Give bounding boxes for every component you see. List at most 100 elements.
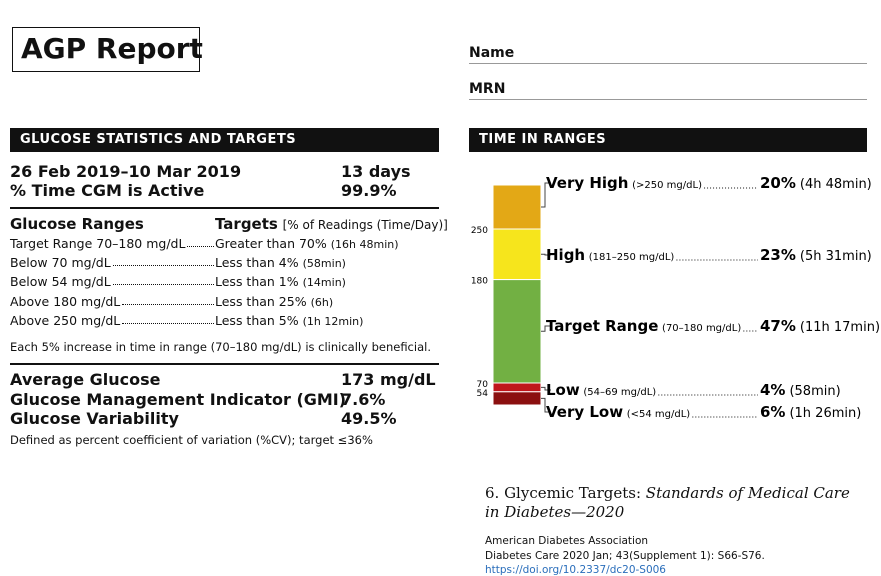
target-text: Less than 1% (14min) — [215, 274, 430, 289]
report-title: AGP Report — [12, 27, 203, 72]
mrn-line — [469, 99, 867, 100]
metric-label: Glucose Variability — [10, 409, 179, 428]
target-text: Less than 4% (58min) — [215, 255, 430, 270]
range-segment — [492, 184, 542, 230]
cgm-active-label: % Time CGM is Active — [10, 181, 205, 200]
target-text: Less than 25% (6h) — [215, 294, 430, 309]
target-value: Less than 1% — [215, 274, 299, 290]
range-percent: 47% — [760, 317, 796, 335]
target-text: Less than 5% (1h 12min) — [215, 313, 430, 328]
title-text: AGP Report — [21, 32, 203, 65]
target-value: Less than 4% — [215, 255, 299, 271]
range-label: Below 54 mg/dL — [10, 274, 111, 290]
connector — [541, 253, 551, 256]
metric-value: 49.5% — [341, 409, 397, 428]
range-label: Target Range (70–180 mg/dL) — [546, 317, 741, 335]
threshold-label: 70 — [477, 380, 489, 390]
range-name: Very Low — [546, 403, 623, 421]
range-segment — [492, 228, 542, 281]
range-percent: 20% — [760, 174, 796, 192]
target-row: Above 180 mg/dL Less than 25% (6h) — [10, 293, 333, 309]
range-name: Target Range — [546, 317, 658, 335]
ref-subtitle: Standards of Medical Care in Diabetes—20… — [485, 484, 850, 521]
range-name: High — [546, 246, 585, 264]
target-time: (58min) — [302, 257, 346, 271]
target-time: (14min) — [302, 276, 346, 290]
reference-title: 6. Glycemic Targets: Standards of Medica… — [485, 484, 865, 522]
name-label: Name — [469, 45, 515, 61]
target-time: (16h 48min) — [330, 238, 399, 251]
name-line — [469, 63, 867, 64]
cgm-active-value: 99.9% — [341, 181, 397, 200]
target-row: Above 250 mg/dL Less than 5% (1h 12min) — [10, 312, 363, 328]
range-label: Above 180 mg/dL — [10, 293, 121, 309]
footnote: Defined as percent coefficient of variat… — [10, 433, 373, 447]
range-span: (54–69 mg/dL) — [583, 387, 656, 398]
ranges-heading: Glucose Ranges — [10, 215, 144, 233]
target-value: Less than 5% — [215, 312, 299, 328]
range-percent: 4% — [760, 381, 785, 399]
threshold-label: 180 — [471, 277, 488, 287]
target-time: (1h 12min) — [302, 314, 364, 328]
target-value: Greater than 70% — [215, 236, 327, 251]
range-time: (1h 26min) — [789, 406, 861, 421]
connector — [541, 182, 551, 208]
metric-label: Average Glucose — [10, 370, 161, 389]
range-segment — [492, 391, 542, 406]
ref-doi[interactable]: https://doi.org/10.2337/dc20-S006 — [485, 564, 666, 576]
range-percent: 23% — [760, 246, 796, 264]
dot-leader — [187, 236, 214, 247]
tir-chart: Very High (>250 mg/dL) 20% (4h 48min) High … — [471, 174, 880, 421]
dot-leader — [112, 274, 214, 286]
ref-org: American Diabetes Association — [485, 535, 649, 547]
range-label: Below 70 mg/dL — [10, 255, 111, 271]
threshold-label: 54 — [477, 389, 489, 399]
targets-note: [% of Readings (Time/Day)] — [282, 218, 448, 232]
range-label: Target Range 70–180 mg/dL — [10, 236, 186, 251]
range-time: (5h 31min) — [800, 249, 872, 264]
dot-leader — [122, 313, 214, 324]
target-row: Target Range 70–180 mg/dL Greater than 70… — [10, 236, 399, 251]
section-heading: GLUCOSE STATISTICS AND TARGETS — [10, 128, 439, 152]
range-label: High (181–250 mg/dL) — [546, 246, 674, 264]
mrn-label: MRN — [469, 81, 506, 97]
connector — [541, 325, 551, 332]
separator — [10, 207, 439, 209]
ref-citation: Diabetes Care 2020 Jan; 43(Supplement 1)… — [485, 550, 765, 562]
targets-heading-wrap: Targets [% of Readings (Time/Day)] — [215, 215, 448, 233]
range-name: Very High — [546, 174, 628, 192]
target-row: Below 54 mg/dL Less than 1% (14min) — [10, 274, 346, 290]
range-segment — [492, 279, 542, 384]
range-percent: 6% — [760, 403, 785, 421]
metric-value: 7.6% — [341, 389, 386, 409]
range-span: (70–180 mg/dL) — [662, 323, 741, 334]
target-row: Below 70 mg/dL Less than 4% (58min) — [10, 255, 346, 271]
range-time: (58min) — [789, 384, 840, 399]
date-range: 26 Feb 2019–10 Mar 2019 — [10, 162, 242, 181]
metric-label: Glucose Management Indicator (GMI) — [10, 389, 347, 409]
target-time: (6h) — [310, 295, 334, 309]
range-label: Low (54–69 mg/dL) — [546, 381, 656, 399]
threshold-label: 250 — [471, 226, 488, 236]
metric-value: 173 mg/dL — [341, 370, 436, 389]
target-text: Greater than 70% (16h 48min) — [215, 236, 430, 251]
note: Each 5% increase in time in range (70–18… — [10, 340, 431, 354]
days: 13 days — [341, 162, 411, 181]
range-name: Low — [546, 381, 580, 399]
range-label: Above 250 mg/dL — [10, 312, 121, 328]
tir-heading: TIME IN RANGES — [469, 128, 867, 152]
range-time: (4h 48min) — [800, 177, 872, 192]
target-value: Less than 25% — [215, 293, 307, 309]
dot-leader — [112, 255, 214, 267]
connector — [541, 397, 551, 413]
dot-leader — [122, 294, 214, 305]
range-segment — [492, 382, 542, 393]
targets-heading: Targets — [215, 215, 278, 233]
ref-title: 6. Glycemic Targets: — [485, 484, 642, 502]
connector — [541, 386, 551, 391]
range-time: (11h 17min) — [800, 320, 880, 335]
range-span: (181–250 mg/dL) — [589, 252, 675, 263]
range-label: Very High (>250 mg/dL) — [546, 174, 702, 192]
separator — [10, 363, 439, 365]
